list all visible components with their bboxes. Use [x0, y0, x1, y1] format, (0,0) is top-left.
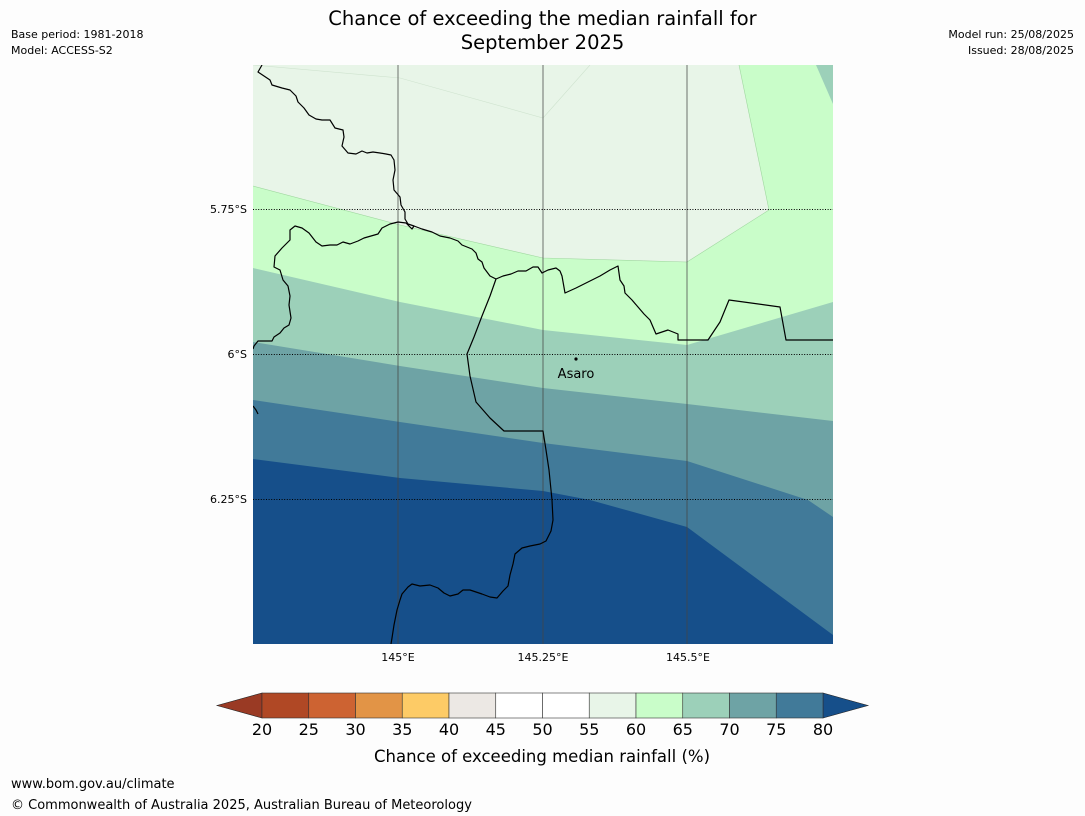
colorbar-tick-label: 70 [719, 720, 739, 739]
place-label-asaro: Asaro [558, 367, 595, 382]
run-info: Model run: 25/08/2025 Issued: 28/08/2025 [948, 27, 1074, 59]
model-run-date: Model run: 25/08/2025 [948, 28, 1074, 41]
model-info: Base period: 1981-2018 Model: ACCESS-S2 [11, 27, 143, 59]
colorbar-under-extension [215, 692, 263, 719]
colorbar-tick-label: 80 [813, 720, 833, 739]
colorbar-over-extension [822, 692, 870, 719]
latitude-gridlines [253, 209, 833, 500]
coastline-east [413, 225, 833, 341]
colorbar-tick-label: 30 [345, 720, 365, 739]
coastline-north [253, 65, 415, 350]
colorbar-label: Chance of exceeding median rainfall (%) [374, 747, 710, 766]
longitude-gridlines [397, 65, 688, 644]
lon-label: 145.5°E [666, 651, 710, 664]
colorbar-tick-label: 35 [392, 720, 412, 739]
lat-label: 6°S [228, 348, 247, 361]
colorbar-tick-label: 40 [439, 720, 459, 739]
colorbar-tick-label: 75 [766, 720, 786, 739]
model-name: Model: ACCESS-S2 [11, 44, 113, 57]
colorbar-tick-label: 55 [579, 720, 599, 739]
colorbar-tick-label: 60 [626, 720, 646, 739]
longitude-labels: 145°E 145.25°E 145.5°E [381, 651, 710, 664]
title-line-1: Chance of exceeding the median rainfall … [328, 7, 757, 30]
coastline-borders [253, 65, 833, 644]
contour-edge [253, 65, 770, 263]
lat-label: 6.25°S [210, 493, 247, 506]
colorbar-bin [542, 692, 590, 719]
base-period: Base period: 1981-2018 [11, 28, 144, 41]
province-border [390, 278, 554, 644]
band-65-70-corner [816, 65, 833, 104]
colorbar-tick-label: 65 [673, 720, 693, 739]
colorbar: 20 25 30 35 40 45 50 55 60 65 70 75 80 [215, 692, 870, 739]
issued-date: Issued: 28/08/2025 [967, 44, 1074, 57]
colorbar-bin [775, 692, 824, 719]
coastline-west-fragment [253, 405, 259, 415]
colorbar-tick-label: 50 [532, 720, 552, 739]
colorbar-bin [729, 692, 777, 719]
colorbar-tick-label: 20 [252, 720, 272, 739]
colorbar-bin [308, 692, 356, 719]
contour-edge [253, 65, 591, 119]
colorbar-bin [682, 692, 730, 719]
colorbar-tick-label: 25 [299, 720, 319, 739]
lon-label: 145°E [381, 651, 414, 664]
colorbar-bin [495, 692, 543, 719]
lat-label: 5.75°S [210, 203, 247, 216]
colorbar-bin [261, 692, 310, 719]
colorbar-bin [355, 692, 403, 719]
colorbar-bin [635, 692, 684, 719]
footer: www.bom.gov.au/climate © Commonwealth of… [11, 774, 472, 816]
lon-label: 145.25°E [518, 651, 569, 664]
map-title: Chance of exceeding the median rainfall … [0, 7, 1085, 55]
title-line-2: September 2025 [460, 31, 625, 54]
website-link[interactable]: www.bom.gov.au/climate [11, 777, 175, 792]
colorbar-bin [588, 692, 637, 719]
latitude-labels: 5.75°S 6°S 6.25°S [210, 203, 247, 506]
asaro-marker [574, 357, 578, 361]
colorbar-tick-label: 45 [486, 720, 506, 739]
copyright: © Commonwealth of Australia 2025, Austra… [11, 798, 472, 813]
colorbar-bin [401, 692, 450, 719]
colorbar-bin [448, 692, 497, 719]
